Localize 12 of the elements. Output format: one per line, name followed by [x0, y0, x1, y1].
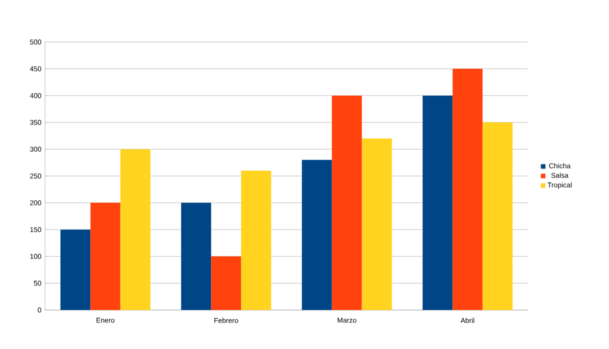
bar — [362, 138, 392, 310]
bar — [422, 96, 453, 310]
bar — [332, 96, 362, 310]
bar — [90, 202, 120, 310]
bar — [482, 122, 513, 310]
bar — [452, 68, 483, 310]
bar — [211, 256, 242, 310]
bar — [181, 202, 212, 310]
bar — [241, 170, 272, 310]
bar — [60, 230, 90, 310]
bar — [120, 149, 150, 310]
bar — [302, 160, 332, 310]
